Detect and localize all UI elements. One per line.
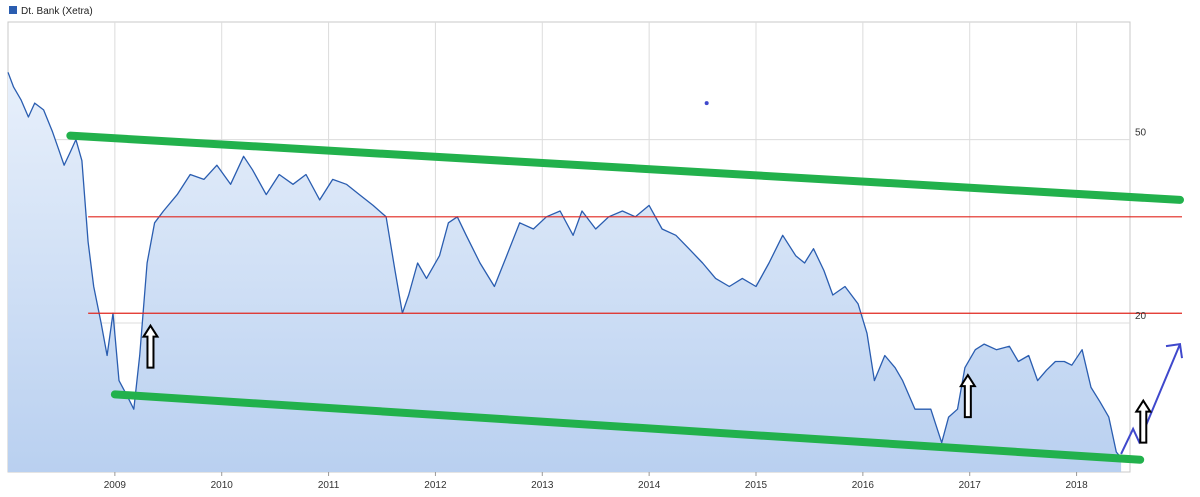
lower-channel-line	[110, 390, 1145, 464]
up-arrow-3	[1134, 398, 1153, 444]
series-area	[8, 72, 1122, 473]
x-tick-label-2013: 2013	[531, 480, 554, 491]
x-tick-label-2015: 2015	[745, 480, 768, 491]
y-tick-label-50: 50	[1135, 128, 1147, 139]
projection-path	[1120, 343, 1181, 455]
legend-label: Dt. Bank (Xetra)	[21, 6, 93, 17]
x-tick-label-2010: 2010	[211, 480, 234, 491]
x-tick-label-2009: 2009	[104, 480, 127, 491]
annotations	[66, 101, 1184, 464]
x-tick-label-2016: 2016	[852, 480, 875, 491]
up-arrow-2	[959, 373, 977, 419]
y-axis: 50 20	[1135, 128, 1147, 322]
x-tick-label-2014: 2014	[638, 480, 661, 491]
x-tick-label-2012: 2012	[424, 480, 447, 491]
x-tick-label-2017: 2017	[959, 480, 982, 491]
x-tick-label-2018: 2018	[1065, 480, 1088, 491]
upper-channel-line	[66, 131, 1184, 204]
x-axis: 2009 2010 2011 2012 2013 2014 2015 2016 2017 2018	[104, 472, 1088, 491]
x-tick-label-2011: 2011	[318, 480, 340, 491]
legend-swatch	[9, 6, 17, 14]
up-arrow-1	[141, 323, 160, 369]
y-tick-label-20: 20	[1135, 311, 1147, 322]
projection-arrowhead	[1165, 342, 1183, 359]
annotation-dot	[704, 101, 709, 106]
legend: Dt. Bank (Xetra)	[9, 6, 93, 17]
